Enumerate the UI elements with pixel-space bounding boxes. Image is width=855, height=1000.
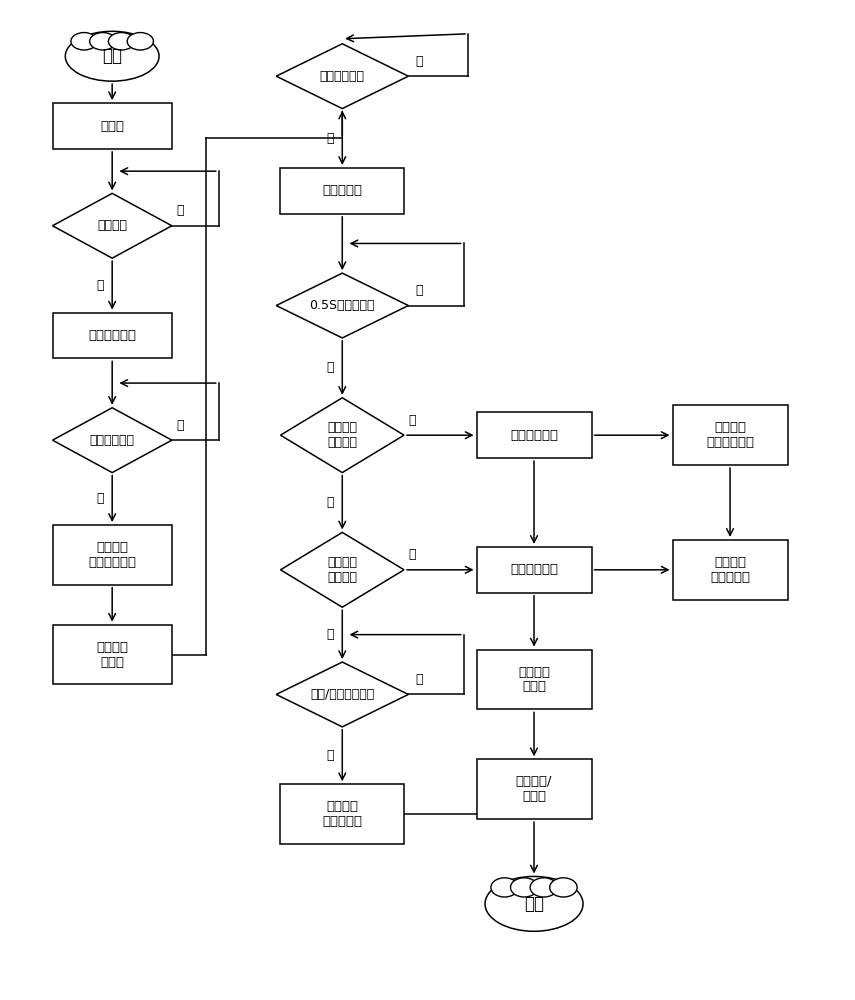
Ellipse shape <box>127 33 153 50</box>
FancyBboxPatch shape <box>476 412 592 458</box>
Text: 发出故障
报警声指示: 发出故障 报警声指示 <box>710 556 750 584</box>
Polygon shape <box>276 44 409 109</box>
FancyBboxPatch shape <box>52 525 172 585</box>
Text: 是否自检: 是否自检 <box>97 219 127 232</box>
Ellipse shape <box>65 31 159 81</box>
Text: 发出自检
完成指示信号: 发出自检 完成指示信号 <box>88 541 136 569</box>
Text: 否: 否 <box>176 419 184 432</box>
Text: 打开定时器: 打开定时器 <box>322 184 363 197</box>
Text: 采样信号
是否超限: 采样信号 是否超限 <box>327 421 357 449</box>
Text: 是: 是 <box>96 279 103 292</box>
Polygon shape <box>52 408 172 473</box>
Text: 定时/计数是否完成: 定时/计数是否完成 <box>310 688 374 701</box>
FancyBboxPatch shape <box>673 405 787 465</box>
Text: 发出故障
通道指示信号: 发出故障 通道指示信号 <box>706 421 754 449</box>
Text: 0.5S时间是否到: 0.5S时间是否到 <box>310 299 375 312</box>
Text: 检测开关
置无效: 检测开关 置无效 <box>518 666 550 694</box>
Text: 否: 否 <box>327 496 333 509</box>
Text: 是: 是 <box>409 548 416 561</box>
Text: 否: 否 <box>176 204 184 217</box>
Polygon shape <box>276 662 409 727</box>
FancyBboxPatch shape <box>280 168 404 214</box>
Text: 否: 否 <box>416 284 422 297</box>
Polygon shape <box>280 398 404 473</box>
Text: 是: 是 <box>327 132 333 145</box>
Polygon shape <box>52 193 172 258</box>
FancyBboxPatch shape <box>52 103 172 149</box>
Text: 采样信号
是否超限: 采样信号 是否超限 <box>327 556 357 584</box>
FancyBboxPatch shape <box>476 547 592 593</box>
Text: 是: 是 <box>327 361 333 374</box>
Text: 是: 是 <box>409 414 416 427</box>
Text: 发出完成
提示声指示: 发出完成 提示声指示 <box>322 800 363 828</box>
Text: 开始: 开始 <box>103 47 122 65</box>
Text: 否: 否 <box>327 628 333 641</box>
Text: 否: 否 <box>416 673 422 686</box>
Text: 关闭定时/
计数器: 关闭定时/ 计数器 <box>516 775 552 803</box>
Polygon shape <box>276 273 409 338</box>
Text: 否: 否 <box>416 55 422 68</box>
FancyBboxPatch shape <box>280 784 404 844</box>
FancyBboxPatch shape <box>476 759 592 819</box>
Ellipse shape <box>491 878 518 897</box>
Polygon shape <box>280 532 404 607</box>
Ellipse shape <box>530 878 557 897</box>
Text: 是: 是 <box>327 749 333 762</box>
Text: 确认故障通道: 确认故障通道 <box>510 429 558 442</box>
Text: 断开检测开关: 断开检测开关 <box>510 563 558 576</box>
Text: 是否完成自检: 是否完成自检 <box>90 434 135 447</box>
FancyBboxPatch shape <box>476 650 592 709</box>
FancyBboxPatch shape <box>52 625 172 684</box>
Ellipse shape <box>90 33 116 50</box>
Ellipse shape <box>510 878 538 897</box>
Text: 读取预置数据: 读取预置数据 <box>88 329 136 342</box>
Text: 是否开始检测: 是否开始检测 <box>320 70 365 83</box>
FancyBboxPatch shape <box>52 313 172 358</box>
Text: 检测开关
置有效: 检测开关 置有效 <box>96 641 128 669</box>
Text: 启　动: 启 动 <box>100 120 124 133</box>
Text: 结束: 结束 <box>524 895 544 913</box>
FancyBboxPatch shape <box>673 540 787 600</box>
Ellipse shape <box>485 876 583 931</box>
Ellipse shape <box>109 33 135 50</box>
Ellipse shape <box>71 33 97 50</box>
Ellipse shape <box>550 878 577 897</box>
Text: 是: 是 <box>96 492 103 505</box>
